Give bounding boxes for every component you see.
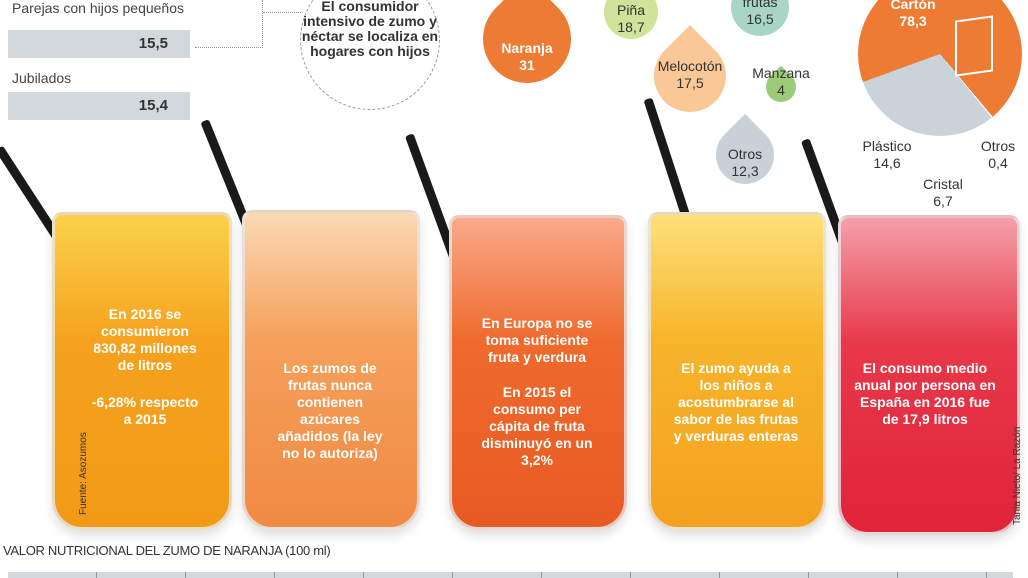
glass-3: [449, 215, 627, 530]
flavor-label: Naranja: [501, 40, 553, 56]
glass-subtext: En 2015 el consumo per cápita de fruta d…: [481, 384, 593, 468]
household-bar: 15,4: [8, 92, 190, 120]
nutrition-title: VALOR NUTRICIONAL DEL ZUMO DE NARANJA (1…: [3, 543, 331, 558]
flavor-label: Melocotón: [657, 58, 723, 74]
packaging-value: 0,4: [988, 155, 1008, 171]
flavor-value: 31: [519, 57, 535, 73]
glass-2: [242, 210, 420, 530]
packaging-label: Otros: [980, 138, 1016, 154]
flavor-value: 18,7: [617, 19, 645, 35]
carton-icon: [955, 15, 993, 77]
flavor-value: 16,5: [746, 11, 774, 27]
credit-text: Tania Nieto/ La Razón: [1012, 426, 1023, 525]
glass-1: [52, 212, 232, 530]
glass-text: En Europa no se toma suficiente fruta y …: [481, 315, 593, 365]
flavor-label: Otros: [727, 146, 763, 162]
flavor-value: 17,5: [676, 75, 704, 91]
glass-text: En 2016 se consumieron 830,82 millones d…: [93, 306, 197, 373]
connector-line: [195, 0, 263, 48]
household-label: Parejas con hijos pequeños: [12, 0, 185, 16]
glass-text: El zumo ayuda a los niños a acostumbrars…: [673, 360, 799, 444]
packaging-label: Cartón: [890, 0, 936, 12]
connector-line: [263, 12, 301, 13]
packaging-label: Cristal: [923, 176, 963, 192]
flavor-value: 12,3: [731, 163, 759, 179]
glass-4: [648, 212, 826, 530]
household-bar: 15,5: [8, 30, 190, 58]
source-text: Fuente: Asozumos: [78, 432, 89, 515]
household-label: Jubilados: [12, 70, 72, 86]
flavor-value: 4: [777, 82, 785, 98]
packaging-value: 6,7: [933, 193, 953, 209]
glass-5: [838, 215, 1020, 535]
packaging-label: Plástico: [862, 138, 912, 154]
packaging-value: 14,6: [873, 155, 901, 171]
nutrition-table: [8, 572, 1013, 578]
glass-text: El consumo medio anual por persona en Es…: [854, 360, 996, 427]
packaging-pie: [858, 0, 1022, 136]
callout-circle: El consumidor intensivo de zumo y néctar…: [300, 0, 440, 110]
flavor-label: Piña: [616, 2, 646, 18]
glass-text: Los zumos de frutas nunca contienen azúc…: [277, 360, 383, 461]
glass-subtext: -6,28% respecto a 2015: [91, 394, 199, 427]
packaging-value: 78,3: [899, 13, 927, 29]
flavor-label: Manzana: [752, 65, 810, 81]
flavor-label: frutas: [742, 0, 778, 10]
